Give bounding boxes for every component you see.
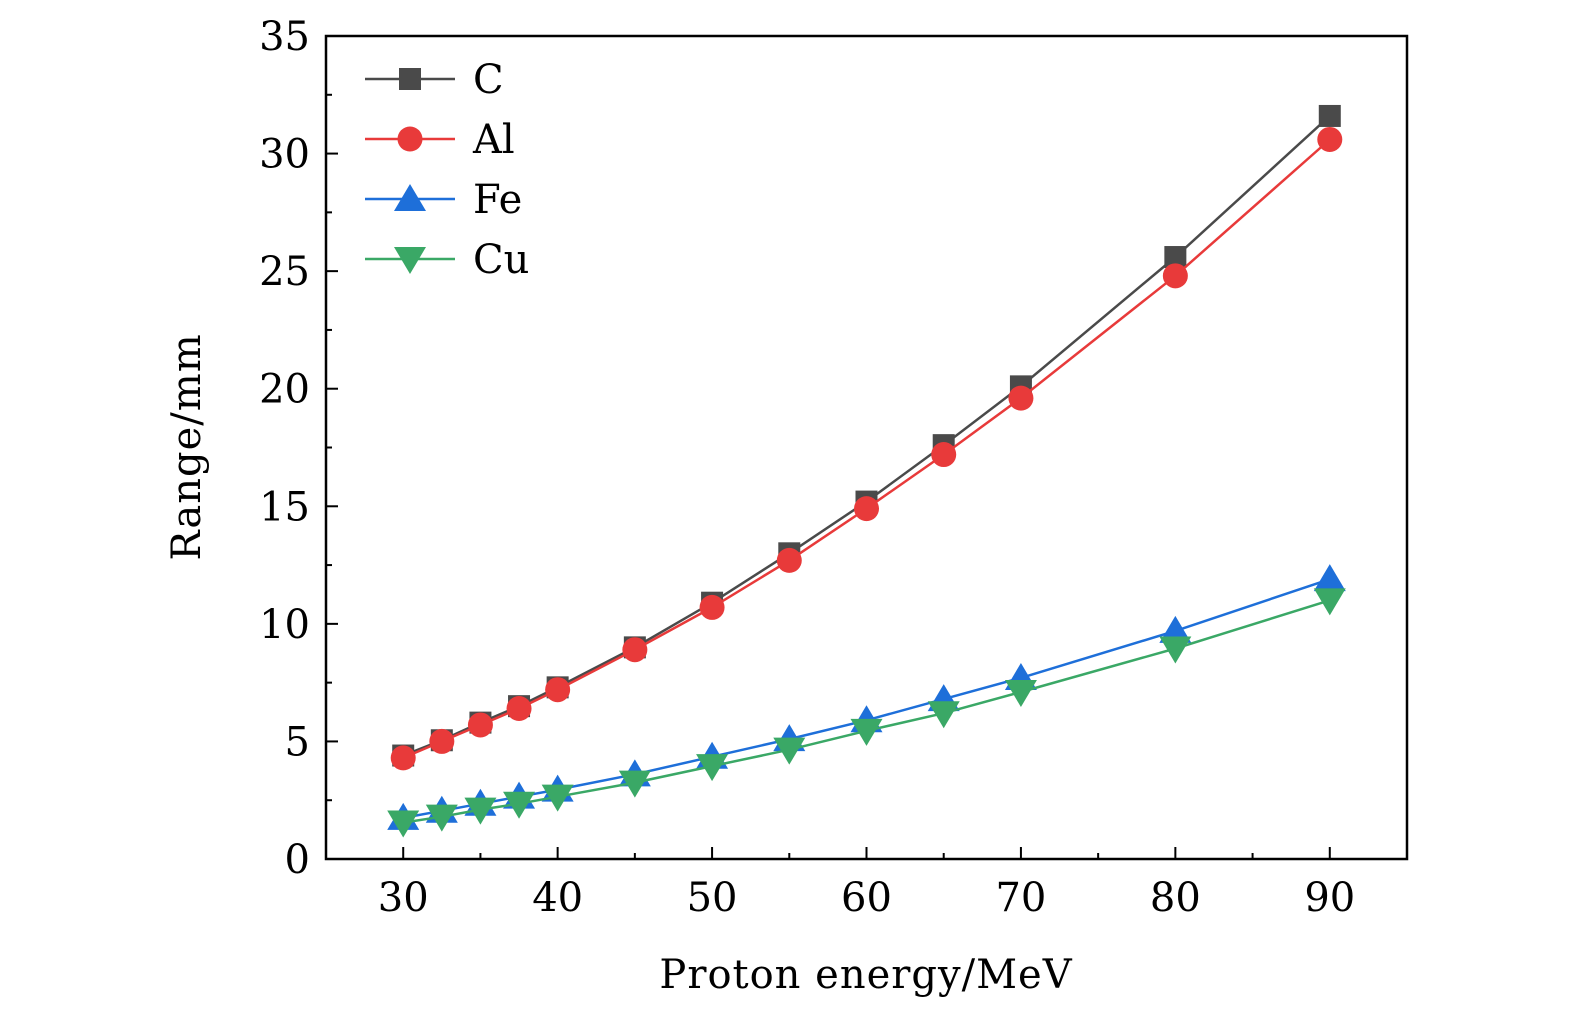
y-tick-label: 25 bbox=[259, 249, 310, 295]
plot-frame bbox=[324, 34, 1409, 861]
axis-ticks: 30 40 50 60 70 80 90 0 5 10 15 20 25 30 35 bbox=[259, 14, 1408, 921]
y-tick-label: 10 bbox=[259, 602, 310, 648]
data-point-al bbox=[429, 728, 455, 754]
legend-item-c: C bbox=[365, 57, 504, 103]
data-point-al bbox=[1162, 263, 1188, 289]
data-point-cu bbox=[696, 754, 729, 782]
data-point-al bbox=[467, 712, 493, 738]
legend-marker-c bbox=[399, 68, 421, 90]
x-tick-label: 50 bbox=[687, 875, 738, 921]
data-point-cu bbox=[464, 797, 497, 825]
data-point-fe bbox=[1313, 564, 1346, 592]
y-axis-title: Range/mm bbox=[164, 333, 210, 560]
data-point-cu bbox=[927, 701, 960, 729]
data-point-al bbox=[545, 677, 571, 703]
x-tick-label: 40 bbox=[532, 875, 583, 921]
series-line-al bbox=[402, 138, 1331, 760]
y-tick-label: 5 bbox=[285, 719, 310, 765]
data-point-al bbox=[699, 594, 725, 620]
x-tick-label: 80 bbox=[1150, 875, 1201, 921]
plot-series bbox=[387, 104, 1346, 838]
x-tick-label: 90 bbox=[1304, 875, 1355, 921]
legend-marker-al bbox=[397, 126, 423, 152]
y-tick-label: 35 bbox=[259, 14, 310, 60]
data-point-al bbox=[776, 547, 802, 573]
data-point-cu bbox=[850, 718, 883, 746]
x-tick-label: 60 bbox=[841, 875, 892, 921]
y-tick-label: 15 bbox=[259, 484, 310, 530]
data-point-fe bbox=[1159, 615, 1192, 643]
series-cu bbox=[387, 588, 1346, 838]
data-point-cu bbox=[541, 784, 574, 812]
data-point-cu bbox=[387, 810, 420, 838]
data-point-al bbox=[390, 745, 416, 771]
y-tick-label: 30 bbox=[259, 132, 310, 178]
data-point-cu bbox=[503, 791, 536, 819]
data-point-al bbox=[506, 696, 532, 722]
data-point-cu bbox=[773, 737, 806, 765]
legend-marker-fe bbox=[394, 184, 426, 211]
data-point-al bbox=[1008, 385, 1034, 411]
legend-marker-cu bbox=[394, 247, 426, 274]
legend-item-fe: Fe bbox=[365, 177, 522, 223]
series-line-c bbox=[402, 114, 1331, 757]
legend-label-cu: Cu bbox=[473, 237, 529, 283]
data-point-al bbox=[622, 637, 648, 663]
legend: C Al Fe Cu bbox=[365, 57, 529, 283]
data-point-al bbox=[931, 442, 957, 468]
legend-item-al: Al bbox=[365, 117, 515, 163]
legend-label-fe: Fe bbox=[473, 177, 522, 223]
data-point-al bbox=[854, 496, 879, 522]
data-point-cu bbox=[1313, 588, 1346, 616]
x-tick-label: 70 bbox=[995, 875, 1046, 921]
data-point-cu bbox=[1004, 680, 1037, 708]
data-point-c bbox=[1164, 246, 1187, 269]
data-point-cu bbox=[1159, 636, 1192, 664]
data-point-cu bbox=[618, 770, 651, 798]
y-tick-label: 0 bbox=[285, 837, 310, 883]
y-tick-label: 20 bbox=[259, 367, 310, 413]
data-point-al bbox=[1317, 126, 1343, 152]
x-axis-title: Proton energy/MeV bbox=[659, 952, 1072, 998]
data-point-c bbox=[1318, 104, 1341, 127]
series-fe bbox=[387, 564, 1346, 830]
series-al bbox=[390, 126, 1343, 771]
legend-label-al: Al bbox=[472, 117, 515, 163]
x-tick-label: 30 bbox=[378, 875, 429, 921]
legend-label-c: C bbox=[473, 57, 504, 103]
data-point-cu bbox=[425, 804, 458, 832]
legend-item-cu: Cu bbox=[365, 237, 529, 283]
series-c bbox=[392, 104, 1341, 767]
